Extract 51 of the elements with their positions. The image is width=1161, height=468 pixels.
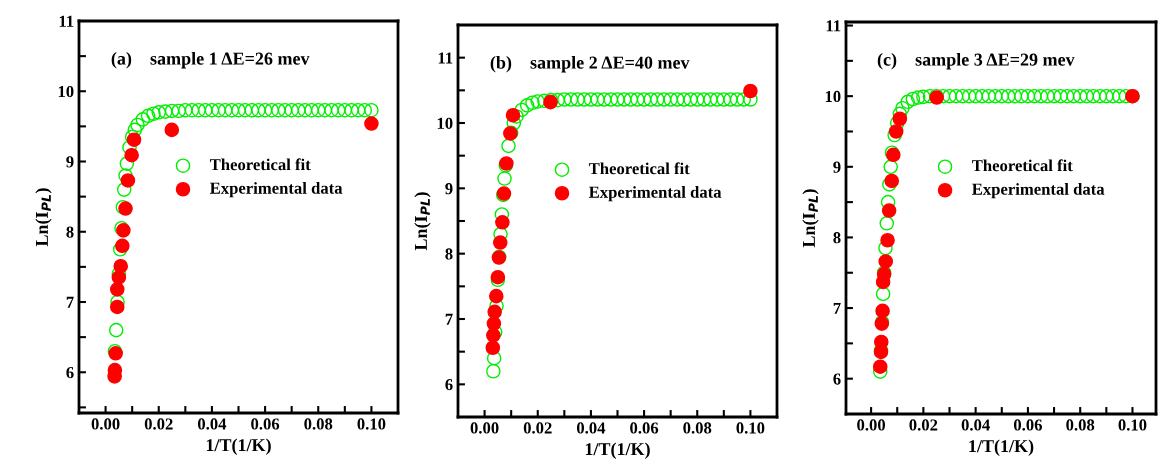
x-axis-title: 1/T(1/K) <box>585 442 650 459</box>
x-tick-label: 0.08 <box>1066 419 1095 431</box>
x-tick-label: 0.04 <box>961 419 990 431</box>
x-tick-label: 0.02 <box>523 422 552 434</box>
y-tick-label: 11 <box>826 20 841 32</box>
x-tick-label: 0.04 <box>197 418 227 430</box>
x-tick-label: 0.06 <box>630 422 659 434</box>
x-axis-title: 1/T(1/K) <box>206 438 271 455</box>
legend-label: Theoretical fit <box>972 159 1073 172</box>
y-axis-title: Ln(I$_{PL}$) <box>802 189 819 248</box>
y-tick-label: 6 <box>833 373 841 385</box>
x-tick-label: 0.02 <box>144 418 173 430</box>
y-tick-label: 10 <box>437 117 453 129</box>
y-tick-label: 9 <box>445 183 453 195</box>
y-tick-label: 8 <box>833 232 841 244</box>
y-tick-label: 9 <box>833 161 841 173</box>
legend-label: Experimental data <box>588 186 722 202</box>
y-tick-label: 11 <box>438 52 453 64</box>
x-tick-label: 0.02 <box>909 419 938 431</box>
legend-label: Experimental data <box>209 182 343 198</box>
x-tick-label: 0.08 <box>304 418 333 430</box>
x-tick-label: 0.00 <box>470 422 499 434</box>
x-axis-title: 1/T(1/K) <box>969 439 1034 456</box>
y-axis-title: Ln(I$_{PL}$) <box>35 188 52 247</box>
x-tick-label: 0.10 <box>1118 419 1147 431</box>
x-tick-label: 0.08 <box>683 422 712 434</box>
x-tick-label: 0.10 <box>736 422 765 434</box>
text: (a) sample 1 ΔE=26 mev <box>111 52 310 69</box>
y-tick-label: 7 <box>833 302 841 314</box>
y-tick-label: 11 <box>59 15 74 27</box>
x-tick-label: 0.00 <box>91 418 120 430</box>
x-tick-label: 0.04 <box>576 422 606 434</box>
legend-label: Theoretical fit <box>209 158 311 171</box>
x-tick-label: 0.00 <box>857 419 886 431</box>
y-tick-label: 8 <box>445 248 453 260</box>
y-tick-label: 7 <box>66 296 74 308</box>
x-tick-label: 0.06 <box>251 418 280 430</box>
text: (b) sample 2 ΔE=40 mev <box>490 56 690 73</box>
y-tick-label: 10 <box>825 90 841 103</box>
legend-label: Theoretical fit <box>588 162 690 175</box>
y-tick-label: 6 <box>445 379 453 391</box>
y-axis-title: Ln(I$_{PL}$) <box>414 192 431 251</box>
x-tick-label: 0.06 <box>1013 419 1043 431</box>
y-tick-label: 10 <box>58 85 74 98</box>
y-tick-label: 9 <box>66 156 74 168</box>
y-tick-label: 8 <box>66 226 74 238</box>
x-tick-label: 0.10 <box>357 418 386 430</box>
legend-label: Experimental data <box>972 183 1105 199</box>
y-tick-label: 6 <box>66 367 74 379</box>
y-tick-label: 7 <box>445 313 453 325</box>
text: (c) sample 3 ΔE=29 mev <box>877 53 1075 70</box>
